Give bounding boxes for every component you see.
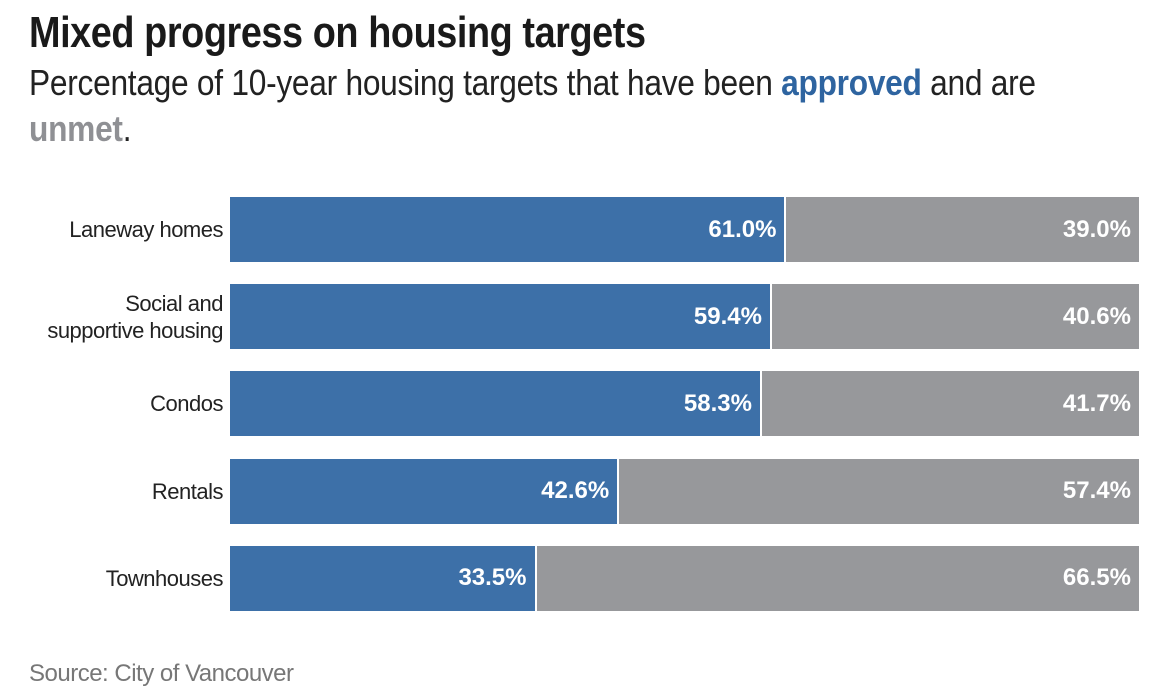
category-label: Rentals [151, 478, 224, 504]
bar-segment-approved: 59.4% [230, 284, 770, 350]
subtitle-middle: and are [921, 62, 1036, 103]
bar-row: Laneway homes 61.0% 39.0% [0, 197, 1168, 262]
category-label: Laneway homes [69, 217, 223, 242]
chart-title: Mixed progress on housing targets [29, 8, 646, 57]
bar-segment-unmet: 66.5% [536, 545, 1139, 611]
data-label: 58.3% [683, 389, 752, 417]
data-label: 59.4% [693, 302, 762, 330]
bar-segment-unmet: 41.7% [761, 371, 1139, 437]
bar-row: Rentals 42.6% 57.4% [0, 458, 1168, 524]
bar-row: Condos 58.3% 41.7% [0, 371, 1168, 437]
category-label: Townhouses [105, 565, 224, 591]
legend-unmet: unmet [29, 108, 123, 149]
category-label: Social and supportive housing [47, 290, 223, 343]
data-label: 42.6% [541, 477, 610, 505]
bar-segment-approved: 61.0% [230, 197, 785, 262]
bar-segment-approved: 33.5% [230, 545, 535, 611]
data-label: 61.0% [708, 215, 777, 243]
bar-segment-unmet: 39.0% [786, 197, 1139, 262]
bar-segment-approved: 58.3% [230, 371, 760, 437]
data-label: 40.6% [1062, 302, 1131, 330]
category-label: Condos [150, 391, 223, 417]
bar-segment-unmet: 40.6% [771, 284, 1139, 350]
bar-segment-approved: 42.6% [230, 458, 618, 524]
legend-approved: approved [781, 62, 922, 103]
subtitle-suffix: . [122, 108, 132, 149]
data-label: 66.5% [1062, 564, 1131, 592]
chart-subtitle: Percentage of 10-year housing targets th… [29, 60, 1103, 152]
bar-row: Social and supportive housing 59.4% 40.6% [0, 284, 1168, 350]
bar-row: Townhouses 33.5% 66.5% [0, 545, 1168, 611]
data-label: 33.5% [458, 564, 527, 592]
data-label: 39.0% [1062, 215, 1131, 243]
data-label: 41.7% [1062, 389, 1131, 417]
source-note: Source: City of Vancouver [29, 660, 294, 687]
bar-segment-unmet: 57.4% [619, 458, 1139, 524]
subtitle-prefix: Percentage of 10-year housing targets th… [29, 62, 782, 103]
data-label: 57.4% [1062, 477, 1131, 505]
